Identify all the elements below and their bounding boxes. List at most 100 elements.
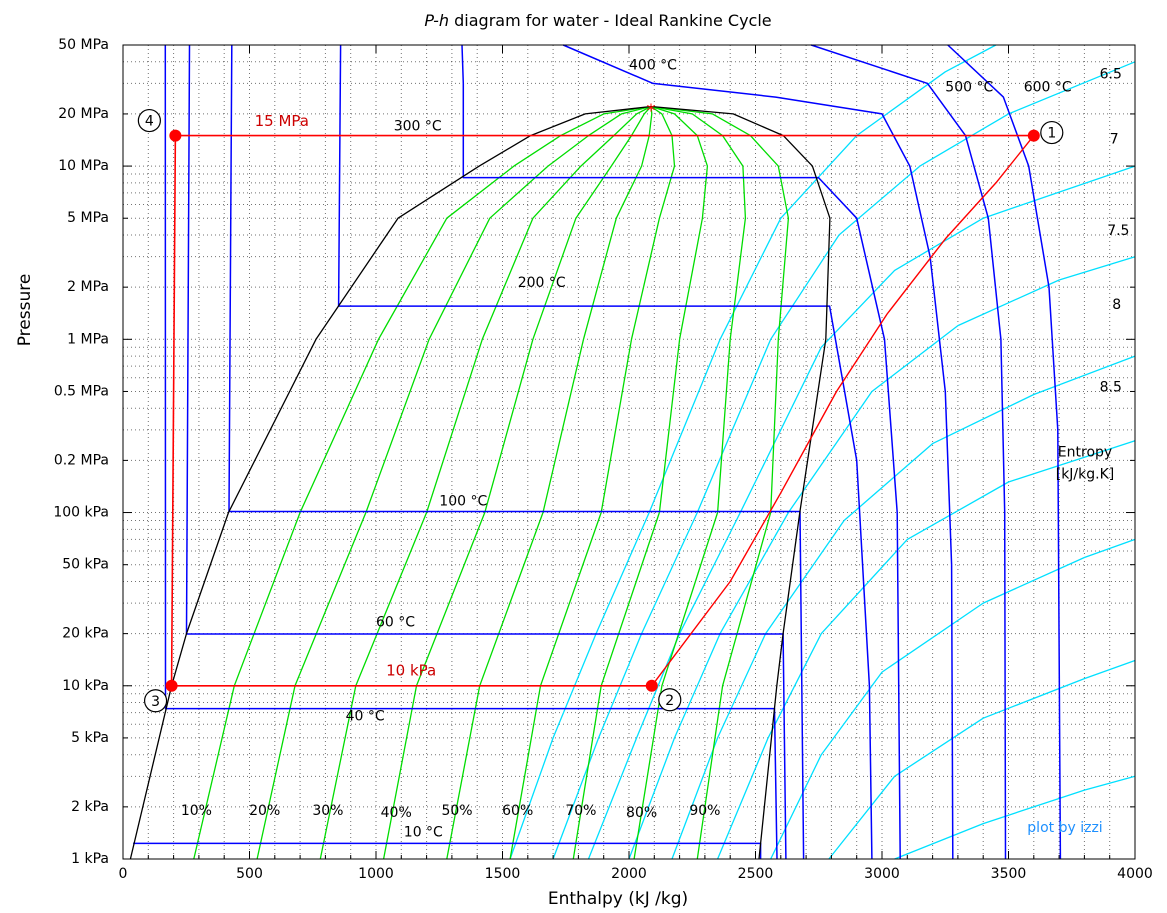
state-point-1 xyxy=(1027,129,1040,142)
isotherm-label: 40 °C xyxy=(346,709,385,725)
state-label-3: 3 xyxy=(151,694,160,710)
quality-label: 70% xyxy=(565,803,596,819)
isotherm-label: 400 °C xyxy=(629,58,677,74)
entropy-legend-line: Entropy xyxy=(1058,444,1112,460)
state-marker-2 xyxy=(658,688,682,712)
entropy-line xyxy=(587,165,1136,860)
saturation-dome-line xyxy=(129,105,831,860)
pump-line xyxy=(170,135,177,686)
quality-label: 20% xyxy=(249,803,280,819)
low-pressure-label: 10 kPa xyxy=(386,661,436,679)
entropy-line xyxy=(894,775,1136,860)
entropy-legend-line: [kJ/kg.K] xyxy=(1056,466,1115,482)
isotherm-label: 100 °C xyxy=(439,493,487,509)
state-marker-1 xyxy=(1040,120,1064,145)
critical-point-marker: * xyxy=(647,101,656,122)
x-tick-label: 3000 xyxy=(864,866,900,882)
isotherm-label: 500 °C xyxy=(945,79,993,95)
state-point-3 xyxy=(165,679,178,692)
y-tick-label: 0.5 MPa xyxy=(54,383,109,399)
state-marker-4 xyxy=(137,108,161,133)
isotherm-line xyxy=(228,44,805,860)
quality-label: 30% xyxy=(312,803,343,819)
x-tick-label: 2500 xyxy=(738,866,774,882)
state-point-4 xyxy=(169,129,182,142)
x-tick-label: 4000 xyxy=(1117,866,1153,882)
rankine-cycle: 1 2 3 4 * xyxy=(137,101,1064,713)
y-tick-label: 1 MPa xyxy=(67,331,109,347)
state-label-4: 4 xyxy=(145,114,154,130)
state-label-2: 2 xyxy=(665,693,674,709)
y-tick-label: 2 kPa xyxy=(71,799,109,815)
isotherm-label: 60 °C xyxy=(376,615,415,631)
entropy-line xyxy=(770,538,1136,860)
isotherm-line xyxy=(337,44,873,860)
quality-line xyxy=(509,105,676,860)
y-tick-label: 2 MPa xyxy=(67,279,109,295)
isotherm-line xyxy=(461,44,901,860)
y-tick-label: 100 kPa xyxy=(53,505,109,521)
quality-line xyxy=(633,105,747,860)
y-tick-label: 50 kPa xyxy=(62,557,109,573)
quality-lines xyxy=(193,105,790,860)
y-tick-label: 0.2 MPa xyxy=(54,452,109,468)
entropy-line xyxy=(628,256,1136,860)
y-tick-label: 50 MPa xyxy=(58,37,109,53)
y-tick-label: 5 kPa xyxy=(71,730,109,746)
y-axis-label: Pressure xyxy=(15,274,35,347)
saturation-dome xyxy=(129,105,831,860)
state-marker-3 xyxy=(143,689,168,713)
quality-label: 40% xyxy=(381,805,412,821)
state-label-1: 1 xyxy=(1047,126,1056,142)
entropy-line xyxy=(671,355,1136,860)
isotherm-label: 200 °C xyxy=(518,275,566,291)
turbine-expansion-line xyxy=(651,135,1035,687)
chart-title: P-h diagram for water - Ideal Rankine Cy… xyxy=(424,11,771,30)
y-tick-label: 5 MPa xyxy=(67,210,109,226)
y-tick-label: 10 kPa xyxy=(62,678,109,694)
entropy-line xyxy=(828,659,1136,860)
quality-line xyxy=(650,105,790,860)
isotherms xyxy=(133,44,1062,860)
isotherm-line xyxy=(185,44,787,860)
x-tick-label: 1000 xyxy=(358,866,394,882)
quality-line xyxy=(319,105,652,860)
isotherm-line xyxy=(562,44,954,860)
x-tick-label: 3500 xyxy=(991,866,1027,882)
isotherm-line xyxy=(810,44,1007,860)
x-axis-label: Enthalpy (kJ /kg) xyxy=(548,889,688,909)
state-point-2 xyxy=(645,679,658,692)
isotherm-label: 10 °C xyxy=(404,824,443,840)
quality-label: 10% xyxy=(181,803,212,819)
entropy-label: 8.5 xyxy=(1100,380,1122,396)
x-tick-label: 0 xyxy=(119,866,128,882)
entropy-line xyxy=(552,61,1136,860)
quality-label: 80% xyxy=(626,805,657,821)
quality-line xyxy=(446,106,653,860)
quality-line xyxy=(256,105,652,860)
y-tick-label: 20 kPa xyxy=(62,626,109,642)
title-italic: P-h xyxy=(424,11,449,30)
isotherm-label: 600 °C xyxy=(1024,79,1072,95)
quality-line xyxy=(193,105,652,860)
entropy-label: 6.5 xyxy=(1100,67,1122,83)
entropy-line xyxy=(509,44,997,860)
entropy-label: 8 xyxy=(1112,297,1121,313)
isotherm-label: 300 °C xyxy=(394,119,442,135)
curve-labels: 10 °C 40 °C 60 °C 100 °C 200 °C 300 °C 400 °C 5… xyxy=(181,58,1130,841)
entropy-label: 7.5 xyxy=(1107,223,1129,239)
entropy-label: 7 xyxy=(1110,132,1119,148)
quality-line xyxy=(382,106,652,860)
y-tick-label: 1 kPa xyxy=(71,851,109,867)
quality-label: 90% xyxy=(689,803,720,819)
isotherm-line xyxy=(947,44,1062,860)
high-pressure-label: 15 MPa xyxy=(255,112,309,130)
title-rest: diagram for water - Ideal Rankine Cycle xyxy=(449,11,772,30)
x-tick-label: 500 xyxy=(236,866,263,882)
x-tick-label: 1500 xyxy=(485,866,521,882)
y-tick-label: 20 MPa xyxy=(58,106,109,122)
plot-credit: plot by izzi xyxy=(1027,820,1102,836)
isotherm-line xyxy=(164,44,778,860)
